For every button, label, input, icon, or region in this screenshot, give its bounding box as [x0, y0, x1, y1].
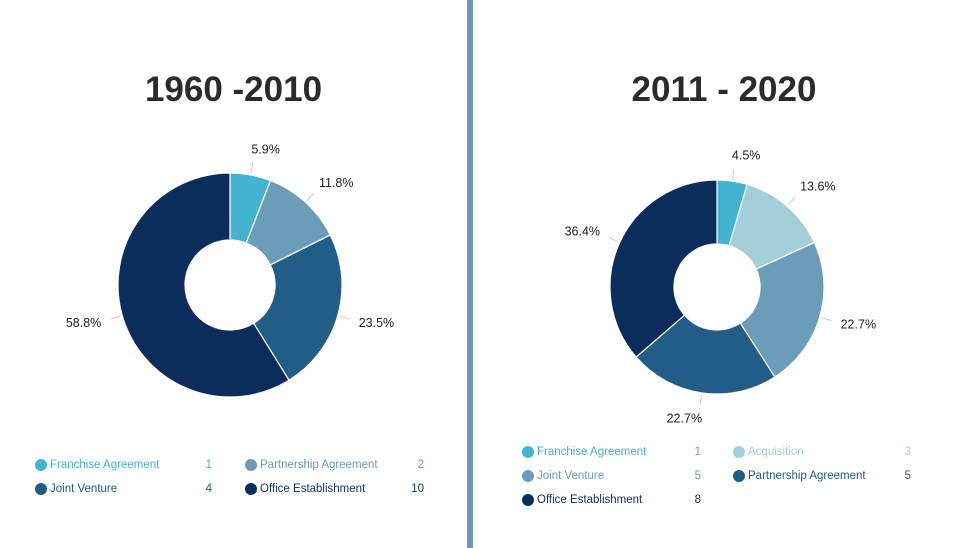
legend-dot-icon [522, 470, 534, 482]
legend-item-partnership-agreement[interactable]: Partnership Agreement 5 [733, 468, 911, 484]
legend-label: Partnership Agreement [748, 470, 866, 482]
chart-legend: Franchise Agreement 1 Acquisition 3 Joint Ve… [473, 0, 975, 548]
legend-label: Joint Venture [50, 483, 118, 495]
legend-value: 1 [205, 459, 212, 471]
percent-label: 58.8% [66, 316, 101, 330]
leader-line [339, 315, 350, 320]
legend-value: 8 [694, 494, 701, 506]
legend-dot-icon [245, 459, 257, 471]
legend-item-franchise-agreement[interactable]: Franchise Agreement 1 [35, 457, 212, 473]
donut-chart: 4.5% 13.6% 22.7% 22.7% 36.4% [565, 148, 876, 426]
legend-value: 3 [904, 446, 911, 458]
legend-dot-icon [35, 459, 47, 471]
legend-value: 4 [205, 483, 212, 495]
legend-label: Acquisition [748, 446, 804, 458]
legend-dot-icon [733, 446, 745, 458]
legend-item-joint-venture[interactable]: Joint Venture 5 [522, 468, 701, 484]
chart-title: 2011 - 2020 [631, 70, 817, 109]
legend-item-partnership-agreement[interactable]: Partnership Agreement 2 [245, 457, 424, 473]
legend-value: 5 [694, 470, 701, 482]
percent-label: 36.4% [565, 225, 600, 239]
legend-label: Office Establishment [537, 494, 643, 506]
leader-line [608, 237, 619, 243]
percent-label: 5.9% [251, 142, 279, 156]
donut-chart: 5.9% 11.8% 23.5% 58.8% [66, 142, 394, 398]
leader-line [306, 193, 314, 202]
percent-label: 22.7% [841, 317, 876, 331]
legend-value: 1 [694, 446, 701, 458]
legend-item-office-establishment[interactable]: Office Establishment 8 [522, 492, 701, 508]
legend-dot-icon [35, 483, 47, 495]
legend-label: Office Establishment [260, 483, 366, 495]
panel-divider [467, 0, 473, 548]
slice-office-establishment[interactable] [117, 172, 290, 398]
leader-line [732, 169, 735, 180]
slice-office-establishment[interactable] [609, 179, 718, 358]
legend-value: 10 [411, 483, 424, 495]
slice-partnership-agreement[interactable] [635, 314, 776, 395]
legend-item-joint-venture[interactable]: Joint Venture 4 [35, 481, 212, 497]
legend-dot-icon [522, 446, 534, 458]
legend-item-acquisition[interactable]: Acquisition 3 [733, 444, 911, 460]
legend-label: Joint Venture [537, 470, 605, 482]
percent-label: 23.5% [359, 316, 394, 330]
legend-dot-icon [245, 483, 257, 495]
legend-label: Franchise Agreement [50, 459, 160, 471]
percent-label: 13.6% [800, 179, 835, 193]
leader-line [788, 196, 796, 205]
legend-label: Partnership Agreement [260, 459, 378, 471]
legend-item-franchise-agreement[interactable]: Franchise Agreement 1 [522, 444, 701, 460]
legend-dot-icon [733, 470, 745, 482]
legend-value: 2 [417, 459, 424, 471]
leader-line [821, 317, 832, 322]
leader-line [699, 394, 702, 405]
leader-line [250, 163, 254, 174]
legend-label: Franchise Agreement [537, 446, 647, 458]
percent-label: 22.7% [667, 412, 702, 426]
leader-line [110, 315, 121, 320]
percent-label: 4.5% [732, 148, 761, 162]
legend-value: 5 [904, 470, 911, 482]
percent-label: 11.8% [319, 176, 354, 190]
slice-joint-venture[interactable] [252, 234, 343, 382]
chart-legend: Franchise Agreement 1 Partnership Agreemen… [0, 0, 467, 548]
chart-panel-2011-2020: 2011 - 2020 4.5% 13.6% 22.7% 22.7% 36.4% Fra… [473, 0, 975, 548]
slice-joint-venture[interactable] [739, 241, 825, 378]
chart-title: 1960 -2010 [144, 70, 323, 109]
legend-item-office-establishment[interactable]: Office Establishment 10 [245, 481, 424, 497]
legend-dot-icon [522, 494, 534, 506]
chart-panel-1960-2010: 1960 -2010 5.9% 11.8% 23.5% 58.8% Franchise… [0, 0, 467, 548]
